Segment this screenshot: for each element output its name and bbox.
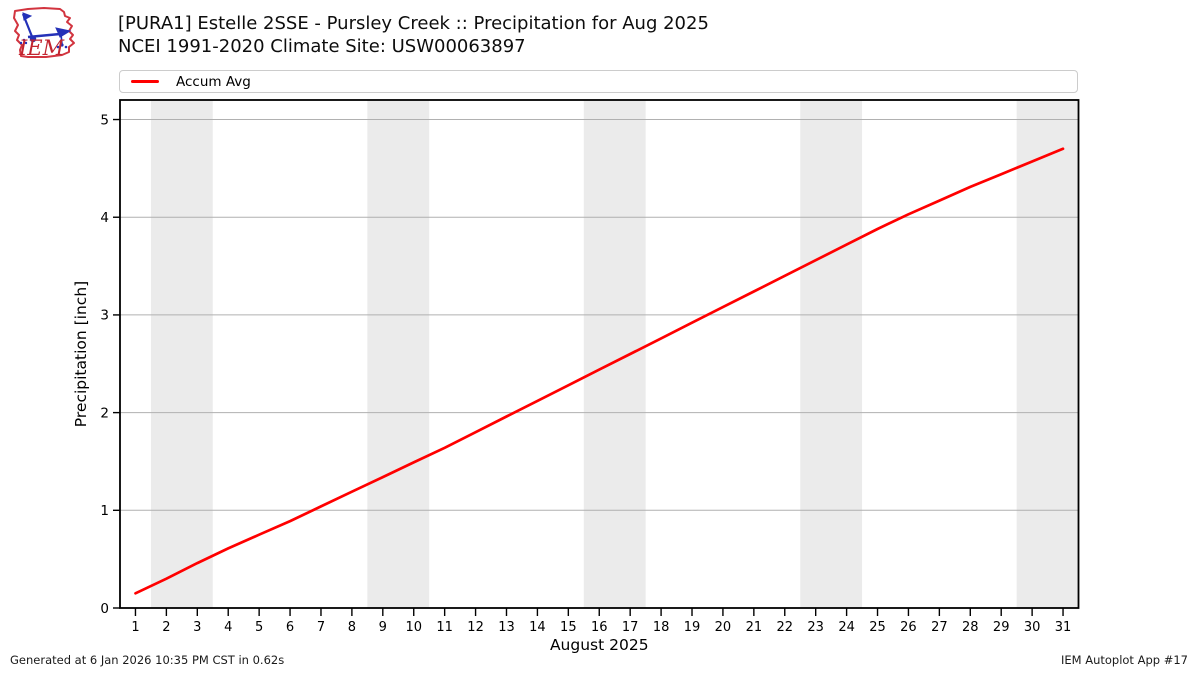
y-tick-label: 5 — [100, 112, 109, 128]
iowa-outline-icon — [13, 7, 75, 58]
legend-line-swatch — [131, 80, 159, 83]
title-block: [PURA1] Estelle 2SSE - Pursley Creek :: … — [118, 12, 709, 58]
x-tick-label: 8 — [348, 620, 356, 635]
x-tick-label: 27 — [931, 620, 948, 635]
weekend-band — [1016, 100, 1079, 608]
x-tick-label: 18 — [653, 620, 670, 635]
legend: Accum Avg — [119, 70, 1078, 93]
x-tick-label: 14 — [529, 620, 546, 635]
x-tick-label: 30 — [1024, 620, 1041, 635]
x-tick-label: 28 — [962, 620, 979, 635]
chart-title: [PURA1] Estelle 2SSE - Pursley Creek :: … — [118, 13, 709, 34]
x-tick-label: 5 — [255, 620, 263, 635]
x-tick-label: 21 — [746, 620, 763, 635]
x-axis-label: August 2025 — [550, 636, 649, 654]
generated-timestamp: Generated at 6 Jan 2026 10:35 PM CST in … — [10, 653, 285, 667]
y-tick-label: 1 — [100, 503, 109, 519]
y-tick-label: 0 — [100, 601, 109, 617]
x-tick-label: 19 — [684, 620, 701, 635]
x-tick-label: 20 — [715, 620, 732, 635]
x-tick-label: 12 — [467, 620, 484, 635]
weekend-band — [367, 100, 430, 608]
y-axis-label: Precipitation [inch] — [72, 281, 90, 427]
weekend-band — [583, 100, 646, 608]
x-tick-label: 11 — [436, 620, 453, 635]
iem-logo: IEM — [13, 7, 75, 60]
x-tick-label: 2 — [162, 620, 170, 635]
weekend-band — [150, 100, 213, 608]
iem-logo-text: IEM — [18, 36, 65, 60]
x-tick-label: 29 — [993, 620, 1010, 635]
x-tick-label: 6 — [286, 620, 294, 635]
x-tick-label: 7 — [317, 620, 325, 635]
x-tick-label: 13 — [498, 620, 515, 635]
x-tick-label: 10 — [405, 620, 422, 635]
x-tick-label: 1 — [131, 620, 139, 635]
x-tick-label: 31 — [1055, 620, 1072, 635]
weekend-band — [800, 100, 863, 608]
x-tick-label: 9 — [379, 620, 387, 635]
weathervane-icon — [19, 12, 72, 49]
x-tick-label: 3 — [193, 620, 201, 635]
app-attribution: IEM Autoplot App #17 — [1060, 653, 1188, 667]
y-tick-label: 3 — [100, 308, 109, 324]
accum-avg-line — [134, 147, 1065, 595]
x-tick-label: 24 — [838, 620, 855, 635]
chart-subtitle: NCEI 1991-2020 Climate Site: USW00063897 — [118, 36, 526, 57]
x-tick-label: 25 — [869, 620, 886, 635]
y-tick-label: 2 — [100, 405, 109, 421]
y-tick-label: 4 — [100, 210, 109, 226]
x-tick-label: 15 — [560, 620, 577, 635]
x-tick-label: 4 — [224, 620, 232, 635]
x-tick-label: 16 — [591, 620, 608, 635]
x-tick-label: 23 — [807, 620, 824, 635]
x-tick-label: 22 — [776, 620, 793, 635]
x-tick-label: 17 — [622, 620, 639, 635]
legend-label: Accum Avg — [176, 73, 251, 90]
x-tick-label: 26 — [900, 620, 917, 635]
